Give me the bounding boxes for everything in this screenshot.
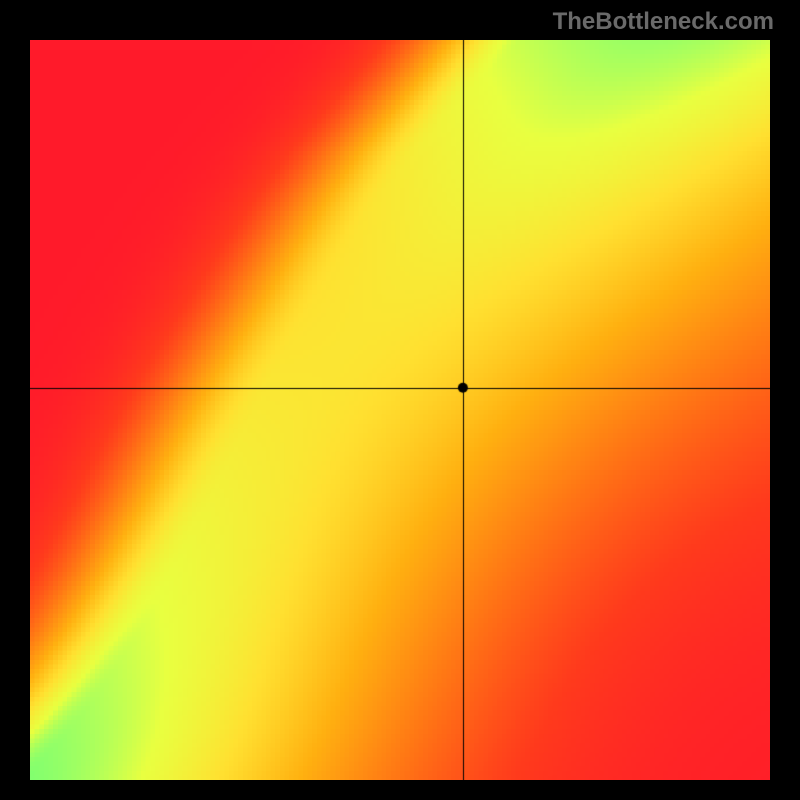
- chart-container: { "watermark": { "text": "TheBottleneck.…: [0, 0, 800, 800]
- watermark-text: TheBottleneck.com: [553, 8, 774, 36]
- heatmap-canvas: [30, 40, 770, 780]
